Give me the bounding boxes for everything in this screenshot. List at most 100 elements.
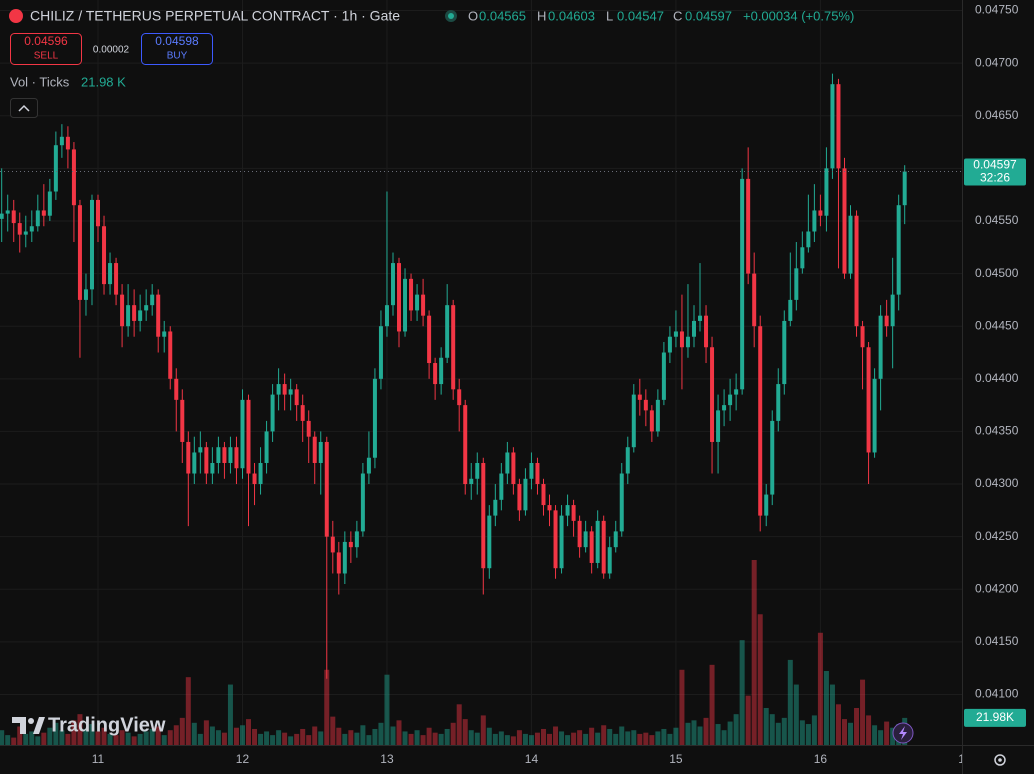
candle-body bbox=[752, 273, 757, 327]
volume-bar bbox=[77, 714, 83, 745]
candle-body bbox=[854, 215, 859, 327]
last-price-box bbox=[964, 158, 1026, 186]
volume-bar bbox=[474, 732, 480, 745]
candle-body bbox=[637, 394, 642, 400]
high-value: 0.04603 bbox=[548, 8, 595, 23]
candle-body bbox=[842, 168, 847, 274]
candle-body bbox=[59, 136, 64, 146]
candle-body bbox=[222, 447, 227, 463]
y-tick-label: 0.04350 bbox=[975, 424, 1019, 438]
grid bbox=[0, 0, 962, 745]
candle-body bbox=[890, 294, 895, 327]
volume-bar bbox=[607, 728, 613, 745]
candle-body bbox=[818, 210, 823, 216]
chart-title[interactable]: CHILIZ / TETHERUS PERPETUAL CONTRACT · 1… bbox=[30, 8, 400, 24]
volume-bar bbox=[203, 720, 209, 745]
volume-bar bbox=[571, 732, 577, 745]
candle-body bbox=[180, 399, 185, 442]
volume-bar bbox=[149, 728, 155, 745]
volume-bar bbox=[17, 726, 23, 745]
volume-bar bbox=[613, 733, 619, 745]
volume-bar bbox=[655, 731, 661, 745]
volume-bar bbox=[360, 725, 366, 745]
logo-shape bbox=[33, 717, 45, 734]
candle-body bbox=[782, 320, 787, 385]
candle-body bbox=[409, 278, 414, 311]
volume-bar bbox=[697, 726, 703, 745]
volume-bar bbox=[486, 727, 492, 745]
settings-icon[interactable] bbox=[994, 754, 1006, 766]
volume-bar bbox=[649, 735, 655, 745]
volume-bar bbox=[197, 733, 203, 745]
sell-label[interactable]: SELL bbox=[34, 51, 59, 62]
volume-legend-name[interactable]: Vol · Ticks bbox=[10, 74, 70, 89]
open-label: O bbox=[468, 8, 478, 23]
candle-body bbox=[360, 473, 365, 532]
candle-body bbox=[734, 389, 739, 395]
volume-bar bbox=[276, 730, 282, 745]
volume-bar bbox=[155, 726, 161, 745]
settings-ring[interactable] bbox=[994, 754, 1006, 766]
candle-body bbox=[824, 168, 829, 216]
y-tick-label: 0.04750 bbox=[975, 3, 1019, 17]
volume-bar bbox=[751, 560, 757, 745]
volume-label: 21.98K bbox=[976, 710, 1014, 724]
candle-body bbox=[132, 305, 137, 321]
volume-bar bbox=[721, 730, 727, 745]
candle-body bbox=[126, 305, 131, 327]
volume-bar bbox=[396, 720, 402, 745]
candle-body bbox=[53, 145, 58, 192]
candle-body bbox=[234, 447, 239, 469]
spread: 0.00002 bbox=[93, 45, 130, 56]
candle-body bbox=[415, 294, 420, 311]
buy-price[interactable]: 0.04598 bbox=[155, 34, 199, 48]
candle-body bbox=[83, 289, 88, 300]
candle-body bbox=[162, 331, 167, 337]
sell-price[interactable]: 0.04596 bbox=[24, 34, 68, 48]
candle-body bbox=[511, 452, 516, 485]
volume-bar bbox=[227, 684, 233, 745]
candle-body bbox=[770, 420, 775, 495]
volume-bar bbox=[450, 722, 456, 745]
sell-button[interactable] bbox=[10, 33, 82, 65]
candle-body bbox=[17, 223, 22, 235]
candle-body bbox=[71, 149, 76, 206]
candle-body bbox=[258, 462, 263, 485]
y-tick-label: 0.04150 bbox=[975, 634, 1019, 648]
candle-body bbox=[41, 210, 46, 216]
candle-body bbox=[35, 210, 40, 227]
candle-body bbox=[246, 399, 251, 474]
volume-bar bbox=[246, 719, 252, 745]
buy-button[interactable] bbox=[141, 33, 213, 65]
candle-body bbox=[794, 268, 799, 300]
candle-body bbox=[571, 505, 576, 521]
volume-bar bbox=[781, 717, 787, 745]
candle-body bbox=[469, 478, 474, 485]
candle-body bbox=[276, 384, 281, 395]
volume-bar bbox=[89, 724, 95, 745]
candle-body bbox=[866, 347, 871, 453]
volume-bar bbox=[270, 735, 276, 745]
y-tick-label: 0.04400 bbox=[975, 371, 1019, 385]
volume-bar bbox=[107, 733, 113, 745]
volume-bar bbox=[799, 720, 805, 745]
candle-body bbox=[589, 531, 594, 563]
settings-center[interactable] bbox=[998, 758, 1002, 762]
candle-body bbox=[198, 447, 203, 453]
candle-body bbox=[619, 473, 624, 532]
volume-bar bbox=[95, 731, 101, 745]
volume-bar bbox=[209, 726, 215, 745]
candle-body bbox=[102, 226, 107, 285]
candle-body bbox=[156, 294, 161, 337]
volume-bar bbox=[185, 677, 191, 745]
candle-body bbox=[11, 210, 16, 224]
buy-label[interactable]: BUY bbox=[167, 51, 188, 62]
collapse-button[interactable] bbox=[10, 98, 38, 118]
symbol-logo[interactable] bbox=[9, 9, 23, 23]
candle-body bbox=[595, 520, 600, 563]
low-value: 0.04547 bbox=[617, 8, 664, 23]
volume-bar bbox=[65, 733, 71, 745]
candle-body bbox=[403, 278, 408, 332]
